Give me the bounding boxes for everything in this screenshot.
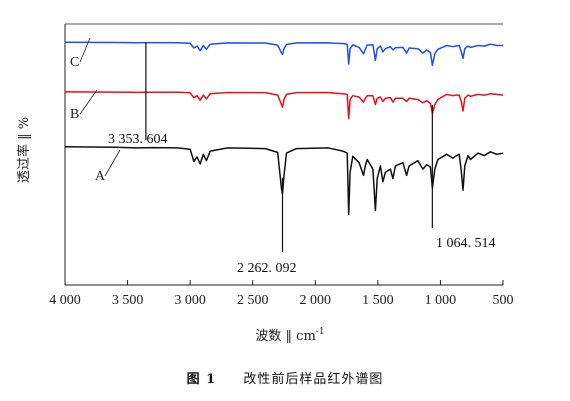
figure-caption: 图 1 改性前后样品红外谱图	[0, 368, 570, 387]
series-line-c	[64, 41, 503, 67]
x-tick-label: 3 000	[174, 293, 206, 308]
x-tick-label: 500	[493, 293, 514, 308]
series-layer	[64, 41, 504, 216]
peak-annotation-label: 2 262. 092	[237, 261, 297, 276]
series-label: B	[70, 107, 79, 122]
x-tick-label: 4 000	[49, 293, 81, 308]
series-label: A	[95, 169, 106, 184]
x-axis-unit-superscript: -1	[316, 327, 325, 337]
chart-axes	[64, 23, 503, 286]
series-leader-line	[79, 89, 98, 115]
label-layer: C B A 透过率 ‖ % 波数 ‖ cm-1	[16, 37, 325, 344]
x-tick-label: 3 500	[112, 293, 144, 308]
series-leader-line	[79, 37, 91, 63]
figure-number: 图 1	[186, 372, 217, 387]
x-tick-label: 2 000	[300, 293, 332, 308]
series-leader-line	[104, 149, 121, 177]
ir-spectrum-chart: 4 000 3 500 3 000 2 500 2 000 1 500 1 000 500 3…	[16, 23, 514, 344]
y-axis-label: 透过率 ‖ %	[16, 117, 32, 183]
x-tick-label: 1 000	[425, 293, 457, 308]
annotation-layer: 3 353. 604 2 262. 092 1 064. 514	[108, 42, 496, 276]
x-axis-label: 波数 ‖ cm-1	[255, 327, 324, 344]
peak-annotation-label: 1 064. 514	[436, 236, 496, 251]
x-tick-label: 1 500	[362, 293, 394, 308]
x-ticks: 4 000 3 500 3 000 2 500 2 000 1 500 1 000 500	[49, 280, 514, 308]
figure-title: 改性前后样品红外谱图	[243, 372, 384, 387]
series-line-b	[64, 91, 504, 120]
series-label: C	[70, 55, 79, 70]
series-line-a	[64, 145, 504, 216]
peak-annotation-label: 3 353. 604	[108, 132, 168, 147]
x-tick-label: 2 500	[237, 293, 269, 308]
